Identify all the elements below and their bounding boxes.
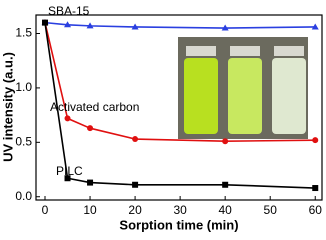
series-line (44, 21, 316, 29)
y-tick-label: 1.5 (15, 26, 32, 40)
x-tick-label: 20 (128, 203, 142, 217)
marker (42, 19, 49, 26)
y-tick-label: 0.0 (15, 189, 32, 203)
x-tick-label: 60 (309, 203, 323, 217)
y-tick-label: 0.5 (15, 134, 32, 148)
marker (64, 175, 71, 182)
marker (87, 179, 94, 186)
plot-frame (35, 14, 323, 201)
y-axis-label: UV intensity (a.u.) (0, 52, 15, 162)
x-tick-label: 50 (264, 203, 278, 217)
marker (221, 24, 229, 31)
series-label: PILC (56, 164, 83, 178)
marker (64, 115, 71, 122)
series-label: Activated carbon (50, 100, 139, 114)
x-tick-label: 10 (83, 203, 97, 217)
x-tick-label: 0 (42, 203, 49, 217)
marker (87, 125, 94, 132)
marker (222, 138, 229, 145)
series-label: SBA-15 (48, 4, 90, 18)
marker (222, 181, 229, 188)
marker (132, 136, 139, 143)
marker (311, 23, 319, 30)
x-tick-label: 30 (173, 203, 187, 217)
series-line (44, 22, 316, 189)
marker (64, 21, 72, 28)
marker (86, 22, 94, 29)
y-tick-label: 1.0 (15, 80, 32, 94)
marker (312, 137, 319, 144)
series-line (44, 22, 316, 143)
inset-photo (178, 37, 308, 139)
x-tick-label: 40 (218, 203, 232, 217)
marker (131, 23, 139, 30)
marker (132, 181, 139, 188)
x-axis-label: Sorption time (min) (119, 217, 238, 232)
marker (312, 185, 319, 192)
